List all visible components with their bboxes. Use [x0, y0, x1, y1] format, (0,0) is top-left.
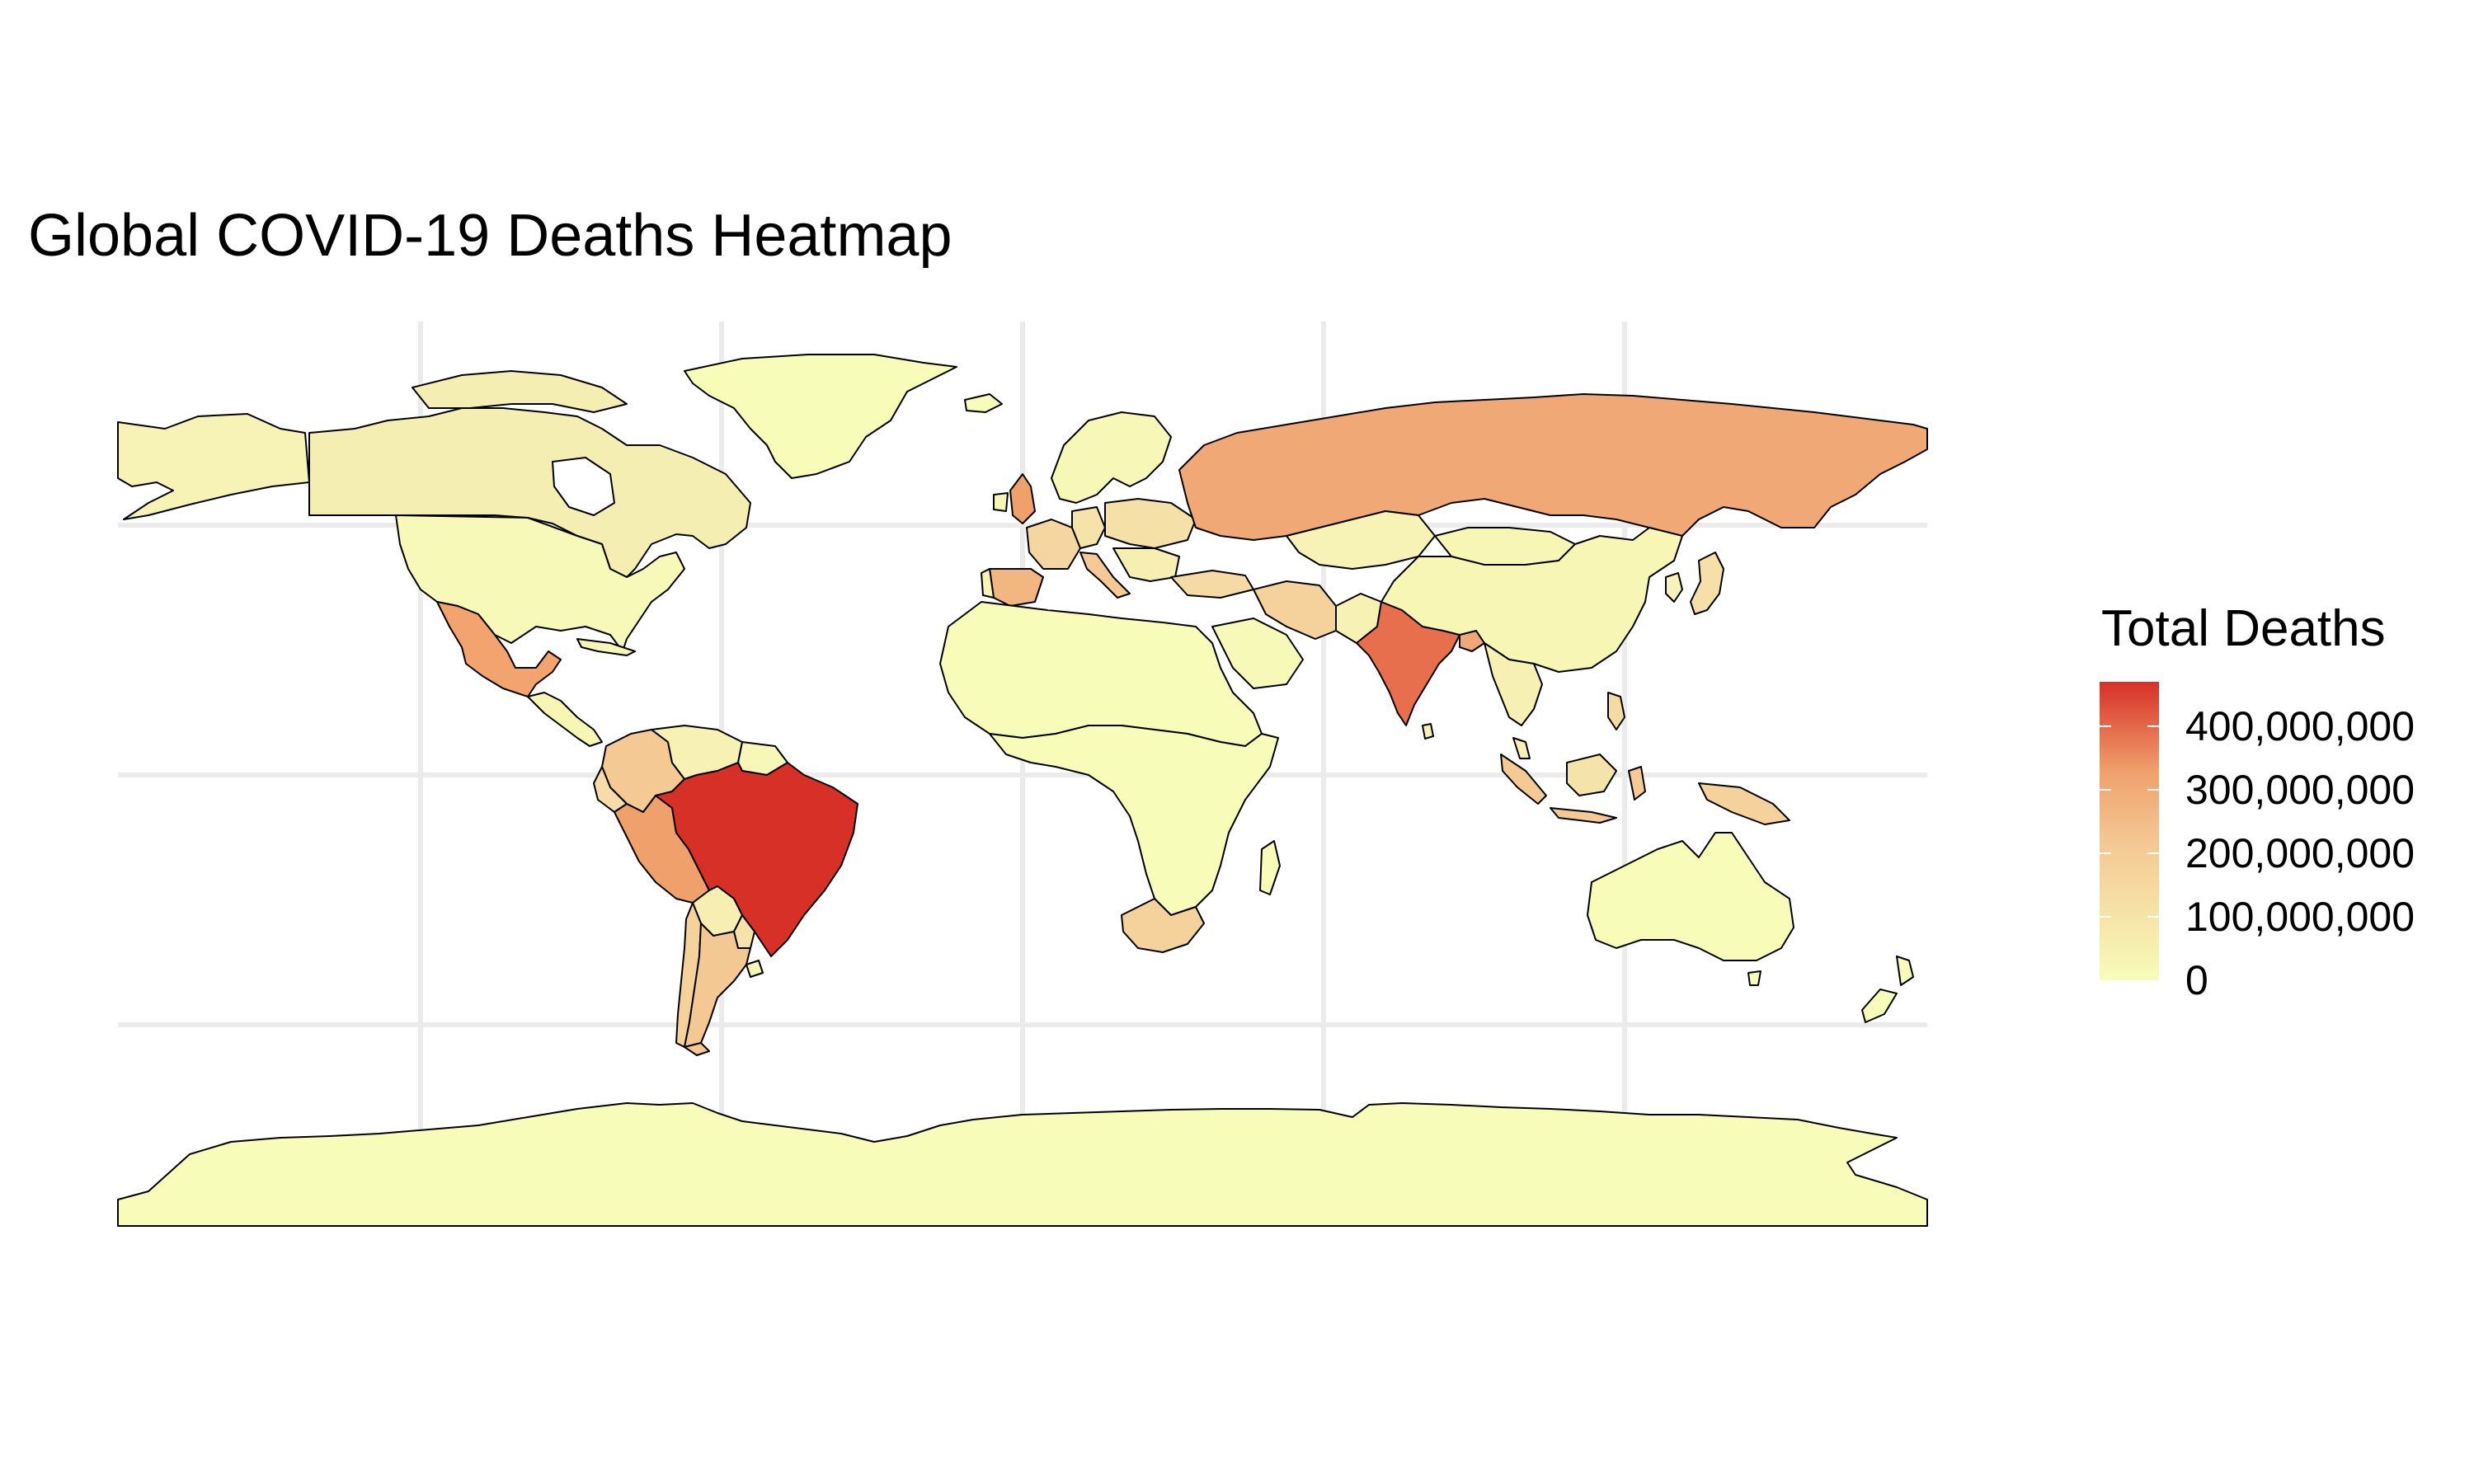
region-japan — [1690, 552, 1724, 615]
region-sri-lanka — [1422, 723, 1434, 740]
region-alaska — [117, 413, 310, 520]
region-antarctica — [117, 1102, 1928, 1227]
legend-tick-label: 100,000,000 — [2185, 893, 2415, 940]
region-tierra-del-fuego — [684, 1042, 710, 1056]
region-france — [1026, 519, 1081, 570]
region-malaysia — [1512, 737, 1531, 759]
region-turkey — [1170, 570, 1254, 599]
region-java — [1550, 807, 1617, 824]
region-brazil — [655, 762, 858, 957]
legend-tick-label: 200,000,000 — [2185, 829, 2415, 876]
region-scandinavia — [1051, 411, 1172, 504]
region-china — [1380, 527, 1683, 673]
map-title: Global COVID-19 Deaths Heatmap — [28, 203, 952, 269]
region-uk — [1009, 473, 1036, 524]
region-sulawesi — [1628, 766, 1646, 801]
region-central-america — [527, 692, 603, 747]
region-mexico — [436, 601, 562, 697]
region-italy — [1079, 552, 1131, 599]
region-spain — [989, 568, 1044, 607]
region-balkans — [1112, 547, 1180, 582]
region-russia — [1178, 393, 1928, 541]
region-canada-islands — [412, 370, 628, 413]
region-greenland — [684, 354, 957, 479]
region-kazakhstan — [1286, 510, 1436, 570]
region-sumatra — [1500, 754, 1547, 805]
region-cuba — [576, 638, 636, 656]
legend-title: Total Deaths — [2101, 600, 2386, 657]
region-south-africa — [1121, 898, 1205, 953]
region-germany — [1071, 506, 1106, 549]
region-philippines — [1607, 692, 1625, 730]
legend-tick-label: 300,000,000 — [2185, 766, 2415, 813]
region-new-zealand — [1861, 956, 1914, 1023]
region-sub-saharan-africa — [989, 725, 1279, 916]
region-ireland — [993, 492, 1009, 512]
region-korea — [1665, 572, 1683, 603]
legend-tick-label: 0 — [2185, 957, 2208, 1003]
region-indochina — [1484, 642, 1543, 726]
region-uruguay — [745, 960, 764, 978]
region-saudi — [1211, 618, 1304, 689]
region-north-africa — [939, 601, 1263, 747]
region-australia — [1587, 832, 1794, 961]
region-new-guinea — [1698, 782, 1790, 825]
region-tasmania — [1747, 970, 1761, 986]
legend-tick-label: 400,000,000 — [2185, 702, 2415, 749]
region-hudson-bay — [552, 457, 615, 516]
region-argentina — [684, 923, 751, 1048]
region-portugal — [981, 568, 995, 599]
region-iceland — [964, 393, 1003, 413]
region-madagascar — [1259, 840, 1281, 895]
region-borneo — [1566, 754, 1617, 796]
legend-color-bar — [2100, 682, 2159, 980]
region-poland-ukraine — [1104, 498, 1197, 549]
